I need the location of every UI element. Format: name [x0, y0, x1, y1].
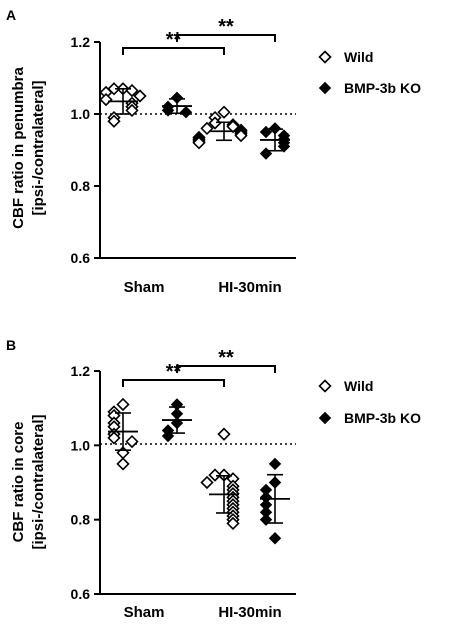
legend-label-ko-a: BMP-3b KO [344, 80, 421, 96]
legend-label-wild-a: Wild [344, 49, 373, 65]
y-tick-label: 1.2 [71, 34, 91, 50]
y-axis-label-a-line2: [ipsi-/contralateral] [30, 80, 47, 215]
data-point [259, 147, 273, 160]
legend-a: Wild BMP-3b KO [318, 49, 421, 96]
significance-label: ** [166, 361, 182, 383]
data-point [226, 516, 240, 531]
data-point [217, 427, 231, 441]
data-point [107, 114, 121, 128]
significance-label: ** [166, 29, 182, 51]
data-point [234, 128, 248, 143]
data-point [107, 431, 121, 445]
significance-bracket [122, 379, 225, 387]
legend-b: Wild BMP-3b KO [318, 378, 421, 426]
y-axis-label-b-line1: CBF ratio in core [10, 422, 27, 543]
data-point [217, 105, 231, 119]
y-ticks-a: 0.6 0.8 1.0 1.2 [71, 34, 100, 266]
legend-marker [318, 50, 332, 64]
panel-b: B CBF ratio in core [ipsi-/contralateral… [6, 337, 421, 621]
y-tick-label: 0.8 [71, 512, 91, 528]
legend-marker [318, 379, 332, 393]
data-points-a [99, 82, 291, 160]
data-point [192, 136, 206, 150]
x-category-hi30-a: HI-30min [218, 279, 281, 296]
data-point [200, 475, 214, 490]
y-tick-label: 0.8 [71, 178, 91, 194]
x-category-sham-a: Sham [124, 279, 165, 296]
data-point [268, 532, 282, 545]
y-tick-label: 1.0 [71, 106, 91, 122]
y-tick-label: 0.6 [71, 250, 91, 266]
data-point [277, 140, 291, 153]
panel-label-a: A [6, 7, 16, 23]
significance-bracket [176, 34, 276, 42]
data-point [133, 89, 147, 103]
significance-brackets-b: ** ** [122, 347, 276, 387]
y-tick-label: 1.0 [71, 437, 91, 453]
data-point [116, 397, 130, 412]
legend-marker [318, 81, 332, 95]
data-point [208, 468, 222, 482]
data-point [259, 513, 273, 526]
y-tick-label: 1.2 [71, 363, 91, 379]
significance-bracket [122, 47, 225, 55]
y-axis-label-b-line2: [ipsi-/contralateral] [30, 414, 47, 549]
y-tick-label: 0.6 [71, 586, 91, 602]
legend-label-wild-b: Wild [344, 378, 373, 394]
x-category-hi30-b: HI-30min [218, 604, 281, 621]
legend-label-ko-b: BMP-3b KO [344, 410, 421, 426]
significance-label: ** [218, 347, 234, 369]
data-points-b [107, 397, 290, 545]
legend-marker [318, 411, 332, 425]
data-point [179, 105, 193, 119]
data-point [208, 116, 222, 130]
y-ticks-b: 0.6 0.8 1.0 1.2 [71, 363, 100, 602]
panel-a: A CBF ratio in penumbra [ipsi-/contralat… [6, 7, 421, 296]
x-category-sham-b: Sham [124, 604, 165, 621]
data-point [268, 457, 282, 471]
data-point [125, 434, 139, 449]
significance-bracket [176, 365, 276, 373]
significance-label: ** [218, 16, 234, 38]
data-point [99, 92, 113, 107]
data-point [125, 103, 139, 118]
y-axis-label-a-line1: CBF ratio in penumbra [10, 67, 27, 229]
data-point [116, 457, 130, 471]
significance-brackets-a: ** ** [122, 16, 276, 55]
panel-label-b: B [6, 337, 16, 353]
